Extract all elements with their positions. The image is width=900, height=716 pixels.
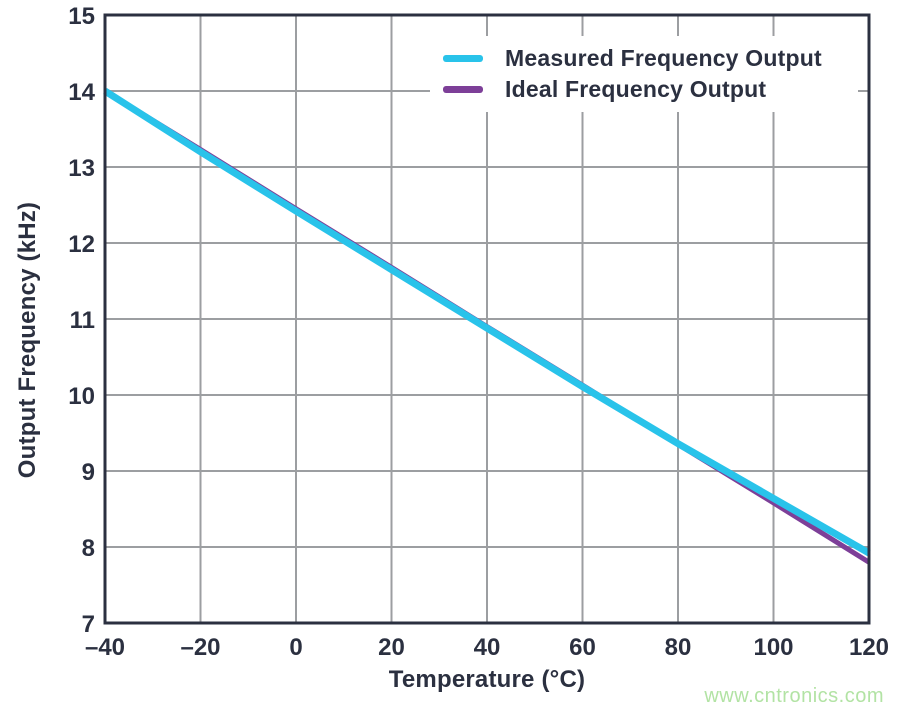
y-tick-label: 12 [68,231,95,258]
y-tick-label: 10 [68,383,95,410]
y-tick-label: 13 [68,155,95,182]
x-tick-label: 60 [569,634,596,661]
y-tick-label: 8 [82,535,95,562]
legend-swatch-measured-line [443,55,483,62]
y-tick-label: 7 [82,611,95,638]
x-tick-label: 20 [378,634,405,661]
x-axis-title: Temperature (°C) [388,666,586,693]
x-tick-label: –20 [180,634,220,661]
legend-label-ideal: Ideal Frequency Output [505,76,767,102]
legend: Measured Frequency Output Ideal Frequenc… [430,36,858,112]
legend-item-ideal: Ideal Frequency Output [430,74,858,105]
x-tick-label: –40 [85,634,125,661]
x-tick-label: 120 [849,634,889,661]
x-tick-label: 0 [289,634,302,661]
y-tick-label: 9 [82,459,95,486]
legend-label-measured: Measured Frequency Output [505,45,822,71]
y-tick-label: 15 [68,3,95,30]
legend-item-measured: Measured Frequency Output [430,43,858,74]
legend-swatch-ideal-line [443,86,483,93]
y-tick-label: 14 [68,79,95,106]
x-tick-label: 40 [474,634,501,661]
x-tick-label: 80 [665,634,692,661]
y-tick-label: 11 [70,307,95,334]
y-axis-title: Output Frequency (kHz) [14,201,41,479]
x-tick-label: 100 [753,634,793,661]
watermark: www.cntronics.com [704,685,884,707]
